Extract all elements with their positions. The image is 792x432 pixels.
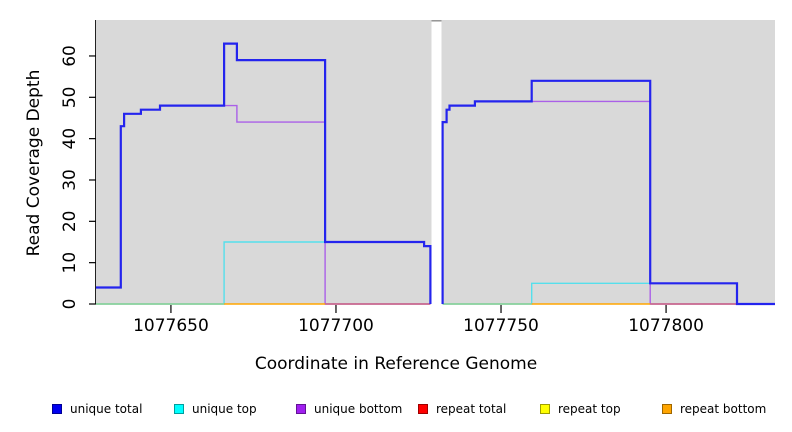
no-data-gap <box>431 20 442 305</box>
x-tick-label: 1077700 <box>298 316 374 336</box>
legend-label: unique bottom <box>314 402 403 416</box>
y-tick-label: 40 <box>60 128 80 150</box>
legend-swatch-repeat-bottom <box>662 404 672 414</box>
legend-swatch-repeat-total <box>418 404 428 414</box>
legend-item-unique-bottom: unique bottom <box>296 399 402 419</box>
series-unique-total-left <box>96 42 432 304</box>
legend-swatch-repeat-top <box>540 404 550 414</box>
y-axis-title: Read Coverage Depth <box>24 69 44 257</box>
x-tick-label: 1077650 <box>133 316 209 336</box>
legend-label: repeat bottom <box>680 402 767 416</box>
legend-item-unique-top: unique top <box>174 399 257 419</box>
y-tick-label: 10 <box>60 252 80 274</box>
series-unique-total-right <box>441 79 775 306</box>
x-tick-label: 1077750 <box>463 316 539 336</box>
legend-label: unique top <box>192 402 257 416</box>
y-tick-label: 50 <box>60 86 80 108</box>
legend: unique total unique top unique bottom repea… <box>0 399 792 425</box>
legend-swatch-unique-bottom <box>296 404 306 414</box>
legend-label: repeat total <box>436 402 507 416</box>
legend-swatch-unique-top <box>174 404 184 414</box>
y-tick-label: 20 <box>60 211 80 233</box>
y-tick-label: 0 <box>60 299 80 310</box>
legend-item-repeat-bottom: repeat bottom <box>662 399 766 419</box>
y-tick-label: 30 <box>60 169 80 191</box>
legend-item-unique-total: unique total <box>52 399 142 419</box>
legend-label: repeat top <box>558 402 621 416</box>
legend-item-repeat-top: repeat top <box>540 399 621 419</box>
legend-item-repeat-total: repeat total <box>418 399 506 419</box>
plot-area: 0 10 20 30 40 50 60 1077650 1077700 1077750 107780… <box>60 20 775 336</box>
legend-swatch-unique-total <box>52 404 62 414</box>
x-tick-label: 1077800 <box>628 316 704 336</box>
x-axis-title: Coordinate in Reference Genome <box>254 354 538 374</box>
y-tick-label: 60 <box>60 45 80 67</box>
legend-label: unique total <box>70 402 143 416</box>
